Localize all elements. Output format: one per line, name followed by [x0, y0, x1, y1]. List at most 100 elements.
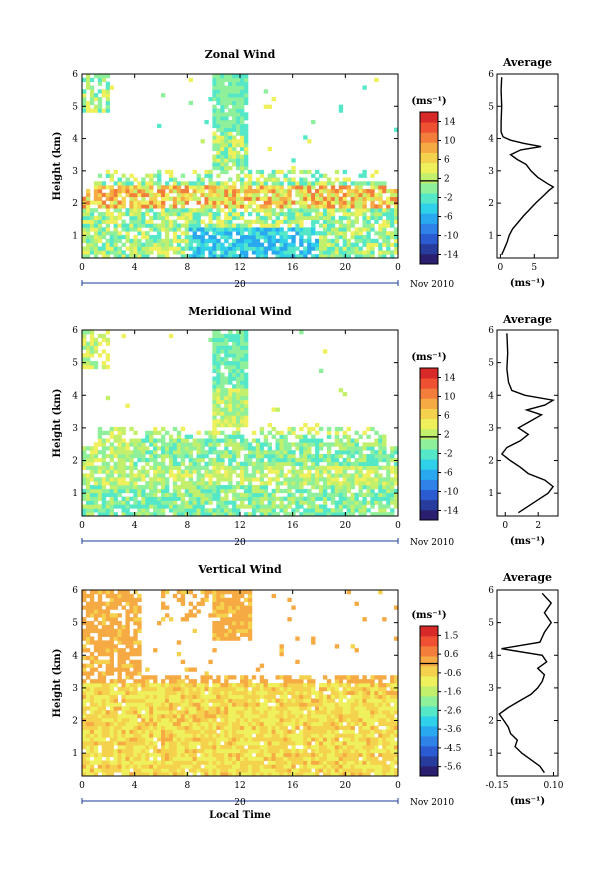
heatmap-cell	[299, 500, 304, 505]
heatmap-cell	[153, 450, 158, 455]
heatmap-cell	[172, 500, 178, 505]
heatmap-cell	[378, 246, 383, 251]
heatmap-cell	[161, 686, 166, 692]
heatmap-cell	[101, 729, 107, 734]
heatmap-cell	[275, 231, 280, 236]
heatmap-cell	[196, 485, 201, 490]
heatmap-cell	[89, 227, 95, 232]
heatmap-cell	[208, 721, 213, 727]
heatmap-cell	[101, 349, 107, 354]
heatmap-cell	[243, 333, 249, 339]
heatmap-cell	[216, 597, 221, 603]
heatmap-cell	[208, 613, 213, 618]
heatmap-cell	[82, 508, 87, 513]
heatmap-cell	[283, 481, 288, 486]
heatmap-cell	[97, 721, 103, 727]
heatmap-cell	[295, 496, 300, 501]
heatmap-cell	[161, 438, 166, 443]
heatmap-cell	[149, 485, 154, 490]
heatmap-cell	[303, 473, 308, 478]
heatmap-cell	[390, 446, 395, 451]
heatmap-cell	[287, 246, 292, 251]
heatmap-cell	[378, 477, 383, 482]
heatmap-cell	[200, 504, 205, 509]
heatmap-cell	[196, 235, 201, 240]
heatmap-cell	[125, 768, 130, 773]
heatmap-cell	[350, 504, 355, 509]
heatmap-cell	[283, 438, 288, 443]
heatmap-cell	[220, 512, 225, 517]
heatmap-cell	[240, 357, 245, 362]
heatmap-cell	[283, 192, 288, 198]
heatmap-cell	[196, 609, 201, 614]
heatmap-cell	[275, 196, 280, 201]
heatmap-cell	[243, 139, 249, 144]
heatmap-cell	[303, 196, 308, 201]
heatmap-cell	[326, 254, 332, 259]
heatmap-cell	[85, 752, 91, 758]
heatmap-cell	[125, 597, 130, 603]
heatmap-cell	[133, 741, 138, 746]
heatmap-cell	[326, 477, 332, 482]
heatmap-cell	[157, 686, 162, 692]
heatmap-cell	[220, 496, 225, 501]
heatmap-cell	[105, 104, 111, 109]
heatmap-cell	[121, 772, 126, 777]
heatmap-cell	[224, 403, 229, 408]
heatmap-cell	[236, 504, 241, 509]
heatmap-cell	[89, 679, 95, 684]
heatmap-cell	[82, 725, 87, 730]
heatmap-cell	[382, 242, 387, 247]
heatmap-cell	[243, 597, 249, 603]
heatmap-cell	[82, 208, 87, 213]
heatmap-cell	[101, 764, 107, 769]
heatmap-cell	[243, 112, 249, 117]
heatmap-cell	[382, 512, 387, 517]
heatmap-cell	[192, 702, 197, 707]
heatmap-cell	[232, 97, 237, 102]
heatmap-cell	[228, 353, 233, 358]
heatmap-cell	[141, 737, 146, 742]
heatmap-cell	[366, 485, 371, 490]
heatmap-cell	[180, 461, 186, 467]
heatmap-cell	[157, 204, 162, 209]
heatmap-cell	[196, 706, 201, 711]
heatmap-cell	[145, 208, 150, 213]
heatmap-cell	[188, 446, 193, 451]
heatmap-cell	[82, 93, 87, 98]
heatmap-cell	[220, 146, 225, 152]
heatmap-cell	[121, 593, 126, 599]
heatmap-cell	[153, 442, 158, 447]
heatmap-cell	[271, 426, 276, 432]
heatmap-cell	[212, 227, 217, 232]
heatmap-cell	[149, 710, 154, 715]
heatmap-cell	[204, 756, 209, 761]
heatmap-cell	[172, 438, 178, 443]
heatmap-cell	[212, 162, 217, 167]
heatmap-cell	[97, 679, 103, 684]
heatmap-cell	[247, 764, 253, 769]
heatmap-cell	[164, 675, 170, 680]
heatmap-cell	[236, 737, 241, 742]
heatmap-cell	[326, 250, 332, 255]
heatmap-cell	[101, 496, 107, 501]
heatmap-cell	[93, 714, 99, 719]
heatmap-cell	[117, 655, 122, 661]
heatmap-cell	[164, 500, 170, 505]
heatmap-cell	[101, 512, 107, 517]
heatmap-cell	[101, 706, 107, 711]
heatmap-cell	[82, 717, 87, 723]
heatmap-cell	[303, 434, 308, 439]
heatmap-cell	[247, 177, 253, 182]
heatmap-cell	[200, 185, 205, 190]
heatmap-cell	[271, 500, 276, 505]
heatmap-cell	[271, 496, 276, 501]
heatmap-cell	[93, 706, 99, 711]
heatmap-cell	[93, 500, 99, 505]
heatmap-cell	[113, 733, 118, 738]
heatmap-cell	[157, 469, 162, 474]
heatmap-cell	[279, 473, 284, 478]
heatmap-cell	[172, 764, 178, 769]
heatmap-cell	[240, 694, 245, 699]
heatmap-cell	[85, 725, 91, 730]
